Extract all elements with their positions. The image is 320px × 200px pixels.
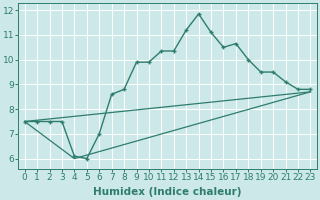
- X-axis label: Humidex (Indice chaleur): Humidex (Indice chaleur): [93, 187, 242, 197]
